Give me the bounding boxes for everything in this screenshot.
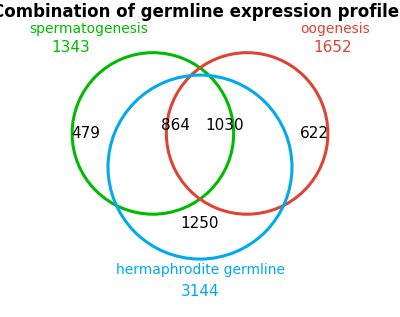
Text: 622: 622 <box>300 126 329 141</box>
Text: 1343: 1343 <box>52 40 90 55</box>
Text: 1652: 1652 <box>313 40 352 55</box>
Text: spermatogenesis: spermatogenesis <box>30 22 148 36</box>
Text: Combination of germline expression profiles: Combination of germline expression profi… <box>0 3 400 21</box>
Text: 479: 479 <box>71 126 100 141</box>
Text: oogenesis: oogenesis <box>301 22 370 36</box>
Text: 864: 864 <box>161 118 190 133</box>
Text: hermaphrodite germline: hermaphrodite germline <box>116 263 284 277</box>
Text: 1250: 1250 <box>181 216 219 231</box>
Text: 1030: 1030 <box>205 118 244 133</box>
Text: 3144: 3144 <box>181 284 219 300</box>
